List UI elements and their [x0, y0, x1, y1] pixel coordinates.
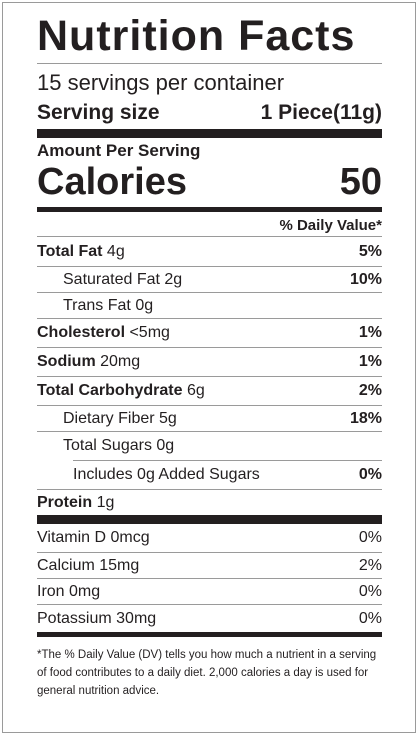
- divider: [37, 405, 382, 406]
- vitamin-name: Vitamin D 0mcg: [37, 529, 150, 546]
- divider: [37, 236, 382, 237]
- divider: [37, 347, 382, 348]
- nutrient-name: Total Carbohydrate 6g: [37, 382, 205, 399]
- vitamin-row-vitamin-d: Vitamin D 0mcg 0%: [37, 524, 382, 552]
- nutrient-dv: 0%: [358, 466, 382, 483]
- nutrient-name: Cholesterol <5mg: [37, 324, 170, 341]
- medium-divider: [37, 632, 382, 637]
- nutrient-name: Sodium 20mg: [37, 353, 141, 370]
- nutrient-row-protein: Protein 1g: [37, 490, 382, 515]
- divider: [37, 431, 382, 432]
- nutrient-row-trans-fat: Trans Fat 0g: [37, 293, 382, 318]
- nutrient-name: Saturated Fat 2g: [63, 270, 183, 288]
- divider: [37, 63, 382, 64]
- thick-divider: [37, 129, 382, 138]
- vitamin-dv: 2%: [358, 556, 382, 574]
- vitamin-row-iron: Iron 0mg 0%: [37, 579, 382, 604]
- calories-value: 50: [339, 161, 382, 203]
- nutrient-row-total-carbohydrate: Total Carbohydrate 6g 2%: [37, 377, 382, 405]
- nutrient-row-added-sugars: Includes 0g Added Sugars 0%: [37, 461, 382, 489]
- divider: [37, 376, 382, 377]
- nutrient-dv: 18%: [349, 409, 382, 427]
- amount-per-serving: Amount Per Serving: [37, 141, 201, 160]
- vitamin-dv: 0%: [358, 609, 382, 627]
- serving-size-row: Serving size 1 Piece(11g): [37, 96, 382, 129]
- nutrient-name: Dietary Fiber 5g: [63, 409, 177, 427]
- divider: [37, 318, 382, 319]
- divider: [37, 552, 382, 553]
- serving-size-value: 1 Piece(11g): [260, 101, 382, 124]
- divider: [73, 460, 382, 461]
- nutrient-dv: 1%: [358, 324, 382, 341]
- divider: [37, 292, 382, 293]
- medium-divider: [37, 207, 382, 212]
- footnote: *The % Daily Value (DV) tells you how mu…: [37, 649, 377, 697]
- nutrient-dv: 5%: [358, 242, 382, 260]
- vitamin-name: Potassium 30mg: [37, 609, 157, 627]
- nutrient-name: Protein 1g: [37, 493, 115, 511]
- vitamin-dv: 0%: [358, 529, 382, 546]
- nutrient-name: Total Sugars 0g: [63, 437, 175, 454]
- divider: [37, 604, 382, 605]
- daily-value-header: % Daily Value*: [279, 217, 382, 234]
- nutrient-dv: 10%: [349, 270, 382, 288]
- vitamin-name: Iron 0mg: [37, 582, 101, 600]
- calories-row: Calories 50: [37, 159, 382, 207]
- nutrient-row-cholesterol: Cholesterol <5mg 1%: [37, 319, 382, 347]
- label-title: Nutrition Facts: [37, 12, 356, 60]
- nutrient-row-total-fat: Total Fat 4g 5%: [37, 237, 382, 266]
- vitamin-dv: 0%: [358, 582, 382, 600]
- nutrient-row-saturated-fat: Saturated Fat 2g 10%: [37, 267, 382, 292]
- calories-label: Calories: [37, 161, 187, 203]
- nutrient-name: Includes 0g Added Sugars: [73, 466, 260, 483]
- nutrient-row-sodium: Sodium 20mg 1%: [37, 348, 382, 376]
- nutrient-name: Total Fat 4g: [37, 242, 125, 260]
- vitamin-name: Calcium 15mg: [37, 556, 140, 574]
- divider: [37, 489, 382, 490]
- vitamin-row-potassium: Potassium 30mg 0%: [37, 605, 382, 632]
- nutrient-row-dietary-fiber: Dietary Fiber 5g 18%: [37, 406, 382, 431]
- serving-size-label: Serving size: [37, 101, 160, 124]
- thick-divider: [37, 515, 382, 524]
- nutrient-dv: 2%: [358, 382, 382, 399]
- divider: [37, 578, 382, 579]
- divider: [37, 266, 382, 267]
- servings-per-container: 15 servings per container: [37, 70, 285, 95]
- nutrient-name: Trans Fat 0g: [63, 296, 154, 314]
- nutrient-row-total-sugars: Total Sugars 0g: [37, 432, 382, 460]
- vitamins-section: Vitamin D 0mcg 0% Calcium 15mg 2% Iron 0…: [37, 524, 382, 632]
- vitamin-row-calcium: Calcium 15mg 2%: [37, 553, 382, 578]
- nutrient-dv: 1%: [358, 353, 382, 370]
